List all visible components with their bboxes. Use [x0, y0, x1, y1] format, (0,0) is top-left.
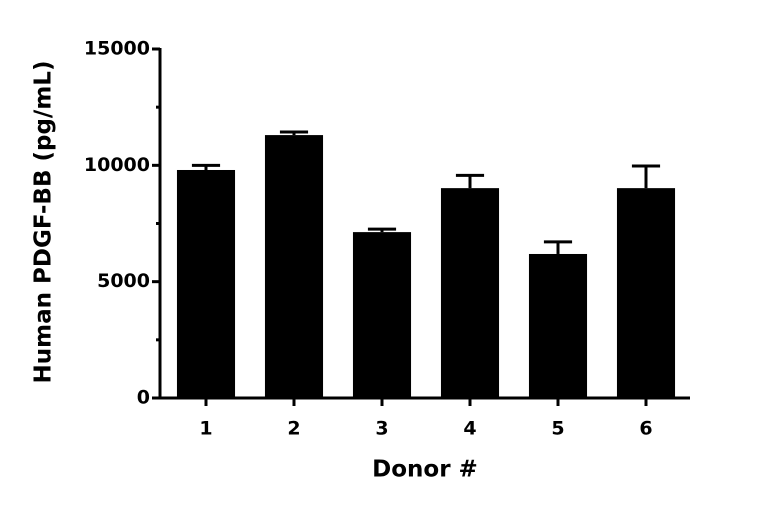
y-tick-label: 0: [137, 387, 150, 409]
x-axis-label: Donor #: [372, 457, 478, 483]
y-tick-label: 15000: [84, 38, 150, 60]
bar: [528, 253, 588, 398]
y-tick-label: 10000: [84, 154, 150, 176]
bar: [352, 232, 412, 398]
bar: [616, 188, 676, 398]
x-tick-label: 4: [463, 418, 476, 440]
y-axis-label: Human PDGF-BB (pg/mL): [31, 61, 57, 384]
y-tick-label: 5000: [97, 270, 150, 292]
error-bar: [543, 240, 573, 254]
error-bar: [631, 164, 661, 189]
x-tick-label: 2: [287, 418, 300, 440]
bar: [440, 188, 500, 398]
x-tick-label: 6: [639, 418, 652, 440]
error-bar: [191, 163, 221, 170]
x-tick-label: 3: [375, 418, 388, 440]
error-bar: [279, 130, 309, 136]
bar: [264, 135, 324, 398]
x-tick-label: 1: [199, 418, 212, 440]
error-bar: [455, 173, 485, 189]
error-bar: [367, 227, 397, 233]
x-tick-label: 5: [551, 418, 564, 440]
bar: [176, 169, 236, 398]
